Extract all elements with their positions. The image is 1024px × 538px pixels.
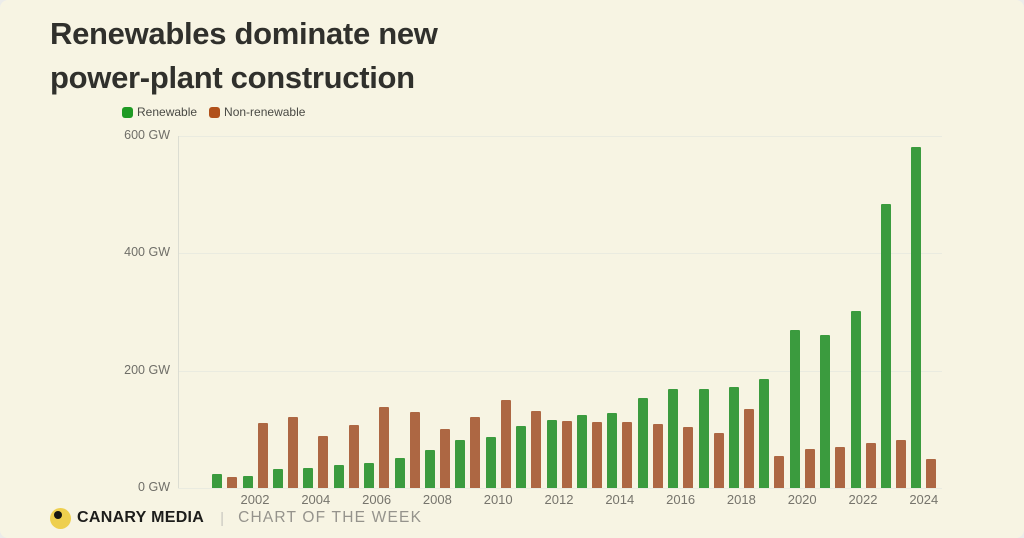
x-axis-tick-label: 2016 — [666, 492, 696, 507]
bar-renewable-2004 — [303, 468, 314, 488]
bar-non-renewable-2020 — [804, 449, 815, 488]
chart-legend: Renewable Non-renewable — [122, 105, 305, 119]
y-axis-line — [178, 135, 179, 488]
bar-renewable-2001 — [212, 473, 223, 488]
bar-non-renewable-2021 — [835, 447, 846, 488]
canary-media-logo — [50, 507, 71, 529]
legend-label-renewable: Renewable — [137, 105, 198, 119]
x-axis-tick-label: 2010 — [483, 492, 513, 507]
bar-renewable-2021 — [820, 334, 831, 488]
x-axis-tick-label: 2012 — [544, 492, 574, 507]
x-axis-tick-label: 2002 — [240, 492, 270, 507]
bar-non-renewable-2022 — [865, 443, 876, 488]
renewable-swatch-icon — [122, 106, 133, 118]
brand-name: CANARY MEDIA — [77, 509, 205, 526]
x-axis-tick-label: 2008 — [422, 492, 452, 507]
bar-renewable-2009 — [455, 440, 466, 488]
bar-non-renewable-2015 — [652, 423, 663, 488]
bar-renewable-2002 — [242, 475, 253, 488]
bar-renewable-2015 — [637, 398, 648, 488]
y-axis-tick-label: 400 GW — [124, 245, 170, 259]
bar-renewable-2005 — [333, 464, 344, 488]
bar-non-renewable-2013 — [591, 421, 602, 488]
bar-renewable-2022 — [850, 310, 861, 488]
y-axis-tick-label: 0 GW — [138, 480, 170, 494]
bar-renewable-2007 — [394, 458, 405, 488]
bar-renewable-2019 — [759, 379, 770, 488]
x-axis-tick-label: 2014 — [605, 492, 635, 507]
page-title-line-2: power-plant construction — [50, 60, 415, 95]
bar-renewable-2014 — [607, 412, 618, 488]
bar-non-renewable-2004 — [318, 435, 329, 488]
legend-item-non-renewable: Non-renewable — [209, 105, 305, 119]
bar-non-renewable-2011 — [531, 411, 542, 488]
bar-non-renewable-2023 — [895, 439, 906, 488]
x-axis-tick-label: 2006 — [362, 492, 392, 507]
canary-eye-icon — [54, 510, 62, 519]
footer: CANARY MEDIA | CHART OF THE WEEK — [50, 505, 422, 531]
page-title-line-1: Renewables dominate new — [50, 16, 438, 51]
bar-non-renewable-2008 — [439, 428, 450, 488]
bar-non-renewable-2010 — [500, 400, 511, 488]
bar-non-renewable-2009 — [470, 416, 481, 488]
x-axis-tick-label: 2018 — [726, 492, 756, 507]
bar-non-renewable-2012 — [561, 421, 572, 488]
bar-non-renewable-2007 — [409, 411, 420, 488]
legend-item-renewable: Renewable — [122, 105, 197, 119]
bar-renewable-2012 — [546, 420, 557, 488]
bar-renewable-2020 — [789, 329, 800, 488]
y-axis-tick-label: 600 GW — [124, 127, 170, 142]
page-title: Renewables dominate new power-plant cons… — [50, 12, 438, 100]
bar-renewable-2006 — [364, 462, 375, 488]
bar-renewable-2011 — [516, 426, 527, 488]
bar-non-renewable-2019 — [774, 456, 785, 488]
legend-label-non-renewable: Non-renewable — [224, 105, 306, 119]
x-axis-tick-label: 2024 — [909, 492, 939, 507]
gridline-200gw — [178, 370, 942, 372]
bar-non-renewable-2003 — [287, 416, 298, 488]
non-renewable-swatch-icon — [209, 106, 221, 118]
bar-renewable-2023 — [880, 204, 891, 488]
bar-non-renewable-2005 — [348, 425, 359, 488]
gridline-600gw — [178, 135, 942, 137]
bar-non-renewable-2017 — [713, 432, 724, 488]
bar-renewable-2013 — [576, 415, 587, 488]
bar-non-renewable-2024 — [926, 459, 937, 488]
bar-renewable-2016 — [668, 388, 679, 488]
bar-non-renewable-2016 — [683, 426, 694, 488]
bar-renewable-2003 — [272, 469, 283, 488]
x-axis-tick-label: 2004 — [301, 492, 331, 507]
x-axis-tick-label: 2020 — [787, 492, 817, 507]
bar-non-renewable-2002 — [257, 422, 268, 488]
bar-non-renewable-2001 — [227, 476, 238, 488]
y-axis-tick-label: 200 GW — [124, 362, 170, 377]
bar-renewable-2008 — [424, 450, 435, 488]
bar-renewable-2018 — [728, 386, 739, 488]
bar-renewable-2010 — [485, 436, 496, 488]
gridline-400gw — [178, 253, 942, 254]
bar-renewable-2024 — [911, 146, 922, 488]
footer-separator: | — [220, 509, 225, 527]
bar-renewable-2017 — [698, 389, 709, 488]
bar-non-renewable-2006 — [379, 406, 390, 488]
x-axis-tick-label: 2022 — [848, 492, 878, 507]
bar-non-renewable-2018 — [743, 408, 754, 488]
footer-tagline: CHART OF THE WEEK — [238, 509, 423, 526]
gridline-0gw — [178, 488, 942, 489]
bar-non-renewable-2014 — [622, 421, 633, 488]
